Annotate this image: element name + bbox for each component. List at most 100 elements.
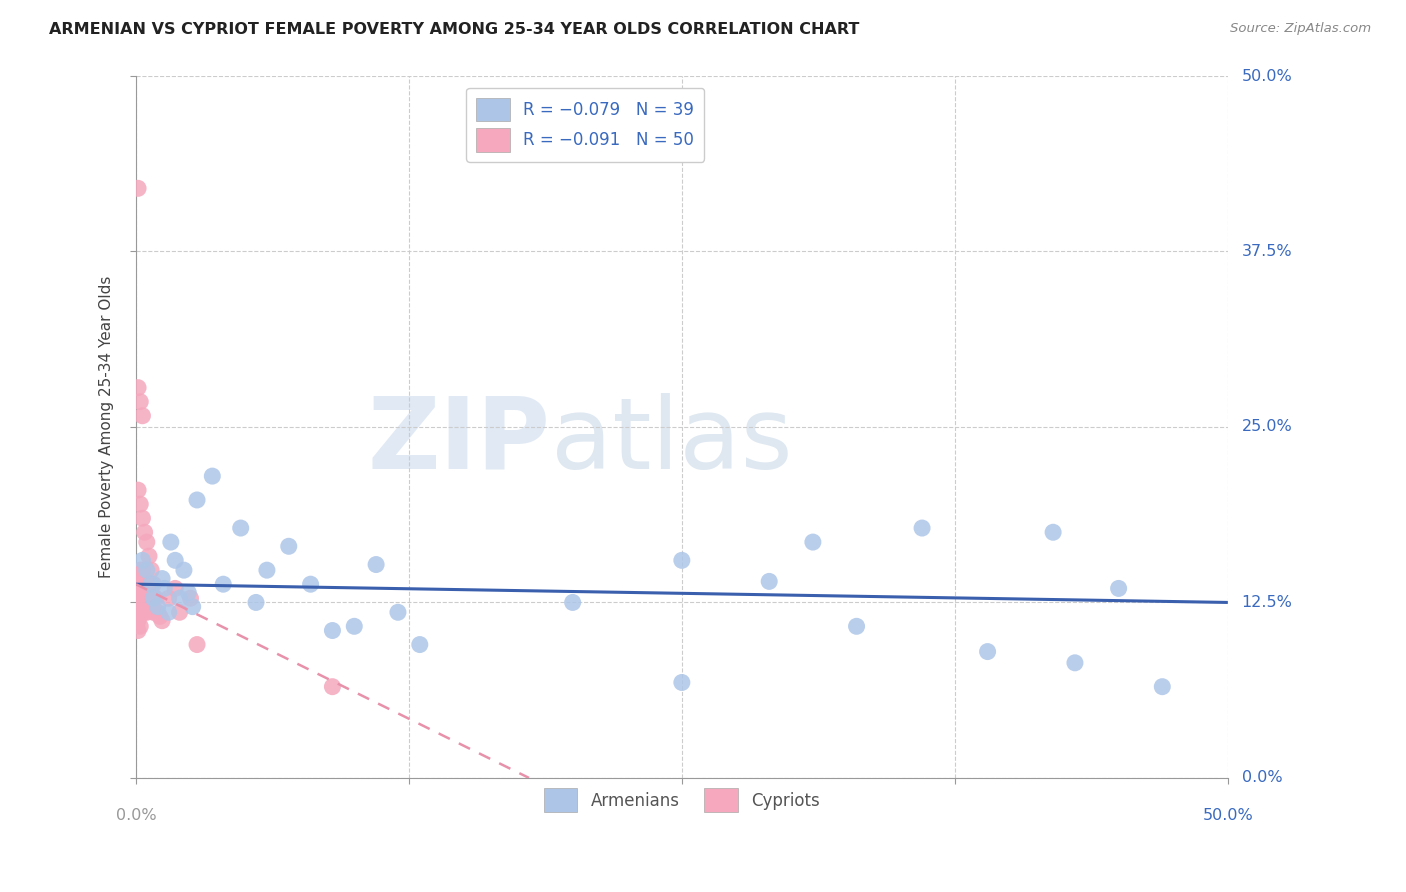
Point [911, 521, 934, 535]
Point [131, 409, 153, 423]
Point [129, 605, 152, 619]
Point [129, 591, 152, 606]
Point [131, 591, 153, 606]
Point [127, 181, 149, 195]
Point [127, 599, 149, 614]
Point [134, 577, 156, 591]
Point [129, 563, 152, 577]
Point [186, 638, 208, 652]
Point [134, 525, 156, 540]
Point [1108, 582, 1130, 596]
Point [671, 553, 693, 567]
Point [671, 675, 693, 690]
Point [277, 539, 299, 553]
Text: 0.0%: 0.0% [115, 808, 156, 823]
Point [141, 563, 163, 577]
Point [181, 599, 204, 614]
Point [758, 574, 780, 589]
Point [366, 558, 388, 572]
Point [179, 591, 201, 606]
Point [212, 577, 235, 591]
Point [299, 577, 322, 591]
Point [145, 605, 167, 619]
Point [165, 582, 187, 596]
Point [173, 563, 195, 577]
Point [141, 577, 163, 591]
Point [135, 591, 157, 606]
Text: 37.5%: 37.5% [1241, 244, 1292, 259]
Point [165, 553, 187, 567]
Point [177, 585, 200, 599]
Point [142, 605, 165, 619]
Point [146, 605, 169, 619]
Text: 12.5%: 12.5% [1241, 595, 1292, 610]
Point [131, 577, 153, 591]
Point [141, 585, 163, 599]
Point [127, 577, 149, 591]
Point [321, 624, 343, 638]
Point [135, 605, 157, 619]
Point [134, 591, 156, 606]
Point [186, 493, 208, 508]
Point [160, 535, 183, 549]
Point [138, 591, 160, 606]
Point [321, 680, 343, 694]
Point [976, 644, 998, 658]
Text: atlas: atlas [551, 392, 793, 490]
Point [387, 605, 409, 619]
Text: ZIP: ZIP [368, 392, 551, 490]
Point [127, 589, 149, 603]
Point [141, 599, 163, 614]
Point [149, 609, 172, 624]
Point [138, 549, 160, 563]
Point [1064, 656, 1087, 670]
Point [135, 563, 157, 577]
Point [150, 614, 173, 628]
Point [1042, 525, 1064, 540]
Text: 50.0%: 50.0% [1241, 69, 1292, 84]
Point [127, 483, 149, 497]
Point [129, 394, 152, 409]
Point [135, 535, 157, 549]
Point [157, 605, 180, 619]
Point [145, 591, 167, 606]
Point [129, 577, 152, 591]
Point [142, 591, 165, 606]
Point [129, 497, 152, 511]
Point [138, 577, 160, 591]
Point [229, 521, 252, 535]
Point [409, 638, 432, 652]
Point [146, 599, 169, 614]
Point [150, 572, 173, 586]
Point [845, 619, 868, 633]
Point [129, 619, 152, 633]
Point [245, 595, 267, 609]
Point [153, 582, 176, 596]
Text: 25.0%: 25.0% [1241, 419, 1292, 434]
Y-axis label: Female Poverty Among 25-34 Year Olds: Female Poverty Among 25-34 Year Olds [100, 276, 114, 578]
Point [127, 381, 149, 395]
Point [142, 577, 165, 591]
Point [131, 511, 153, 525]
Point [127, 605, 149, 619]
Point [127, 614, 149, 628]
Text: 0.0%: 0.0% [1241, 771, 1282, 786]
Point [127, 624, 149, 638]
Point [561, 595, 583, 609]
Point [801, 535, 824, 549]
Legend: Armenians, Cypriots: Armenians, Cypriots [537, 781, 827, 819]
Point [157, 591, 180, 606]
Point [256, 563, 278, 577]
Point [142, 591, 165, 606]
Point [201, 469, 224, 483]
Point [131, 553, 153, 567]
Point [131, 563, 153, 577]
Point [135, 577, 157, 591]
Text: Source: ZipAtlas.com: Source: ZipAtlas.com [1230, 22, 1371, 36]
Point [343, 619, 366, 633]
Text: 50.0%: 50.0% [1202, 808, 1253, 823]
Point [169, 591, 191, 606]
Point [134, 605, 156, 619]
Text: ARMENIAN VS CYPRIOT FEMALE POVERTY AMONG 25-34 YEAR OLDS CORRELATION CHART: ARMENIAN VS CYPRIOT FEMALE POVERTY AMONG… [49, 22, 859, 37]
Point [131, 605, 153, 619]
